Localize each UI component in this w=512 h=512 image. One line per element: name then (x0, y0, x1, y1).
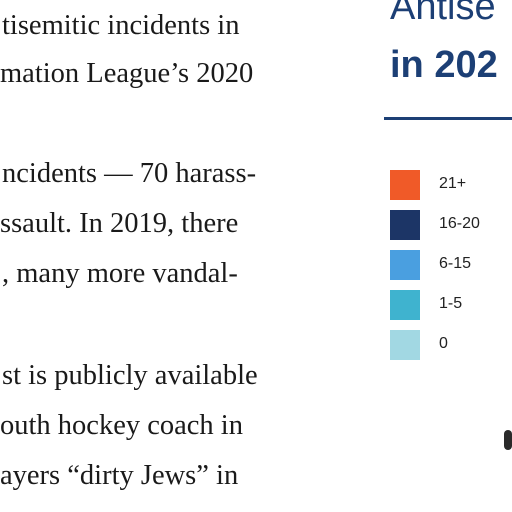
legend-swatch (390, 250, 420, 280)
legend-item-0: 0 (390, 330, 510, 360)
article-line-8: st is publicly available (2, 360, 258, 391)
legend-swatch (390, 170, 420, 200)
page-gutter (346, 0, 380, 512)
article-line-10: ayers “dirty Jews” in (0, 460, 239, 491)
legend-label: 16-20 (439, 215, 480, 232)
legend-swatch (390, 290, 420, 320)
legend-label: 21+ (439, 175, 467, 192)
legend-item-16-20: 16-20 (390, 210, 510, 240)
article-line-1: tisemitic incidents in (2, 10, 240, 41)
article-line-6: , many more vandal- (2, 258, 238, 289)
map-infographic: Antise in 202 21+ 16-20 6-15 1-5 0 (380, 0, 512, 512)
legend-swatch (390, 210, 420, 240)
legend-label: 0 (439, 335, 448, 352)
title-divider (384, 117, 512, 120)
legend-item-21-plus: 21+ (390, 170, 510, 200)
legend-label: 1-5 (439, 295, 463, 312)
map-edge-fragment (504, 430, 512, 450)
map-title-line-1: Antise (390, 0, 496, 28)
article-text: tisemitic incidents in mation League’s 2… (0, 10, 258, 491)
article-line-4: ncidents — 70 harass- (2, 158, 257, 189)
article-line-9: outh hockey coach in (0, 410, 243, 441)
legend-label: 6-15 (439, 255, 472, 272)
legend-item-6-15: 6-15 (390, 250, 510, 280)
legend-item-1-5: 1-5 (390, 290, 510, 320)
article-line-2: mation League’s 2020 (0, 58, 254, 89)
article-line-5: ssault. In 2019, there (0, 208, 239, 239)
map-title-line-2: in 202 (390, 44, 498, 86)
legend-swatch (390, 330, 420, 360)
